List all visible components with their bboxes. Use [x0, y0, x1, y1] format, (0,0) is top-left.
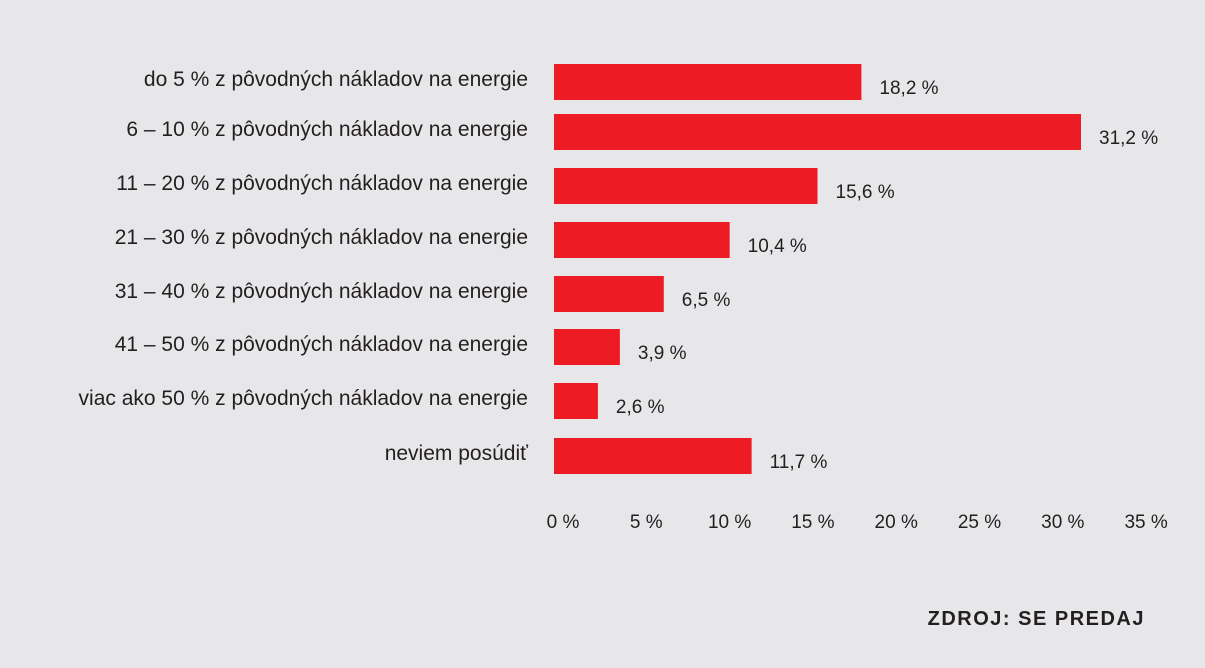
category-label: 31 – 40 % z pôvodných nákladov na energi…	[115, 280, 528, 303]
x-tick-label: 25 %	[958, 512, 1001, 533]
value-label: 15,6 %	[836, 182, 895, 203]
bar	[554, 329, 620, 365]
category-label: 21 – 30 % z pôvodných nákladov na energi…	[115, 226, 528, 249]
bar	[554, 222, 730, 258]
x-tick-label: 30 %	[1041, 512, 1084, 533]
bar	[554, 438, 752, 474]
category-label: 11 – 20 % z pôvodných nákladov na energi…	[116, 172, 528, 195]
bar	[554, 276, 664, 312]
x-tick-label: 15 %	[791, 512, 834, 533]
value-label: 18,2 %	[879, 78, 938, 99]
source-label: ZDROJ: SE PREDAJ	[927, 608, 1145, 630]
x-tick-label: 20 %	[875, 512, 918, 533]
bar	[554, 168, 818, 204]
value-label: 6,5 %	[682, 290, 731, 311]
bar	[554, 114, 1081, 150]
bar	[554, 383, 598, 419]
value-label: 3,9 %	[638, 343, 687, 364]
category-label: 6 – 10 % z pôvodných nákladov na energie	[126, 118, 528, 141]
value-label: 2,6 %	[616, 397, 665, 418]
value-label: 31,2 %	[1099, 128, 1158, 149]
category-label: viac ako 50 % z pôvodných nákladov na en…	[79, 387, 528, 410]
x-tick-label: 5 %	[630, 512, 663, 533]
value-label: 10,4 %	[748, 236, 807, 257]
x-tick-label: 0 %	[547, 512, 580, 533]
category-label: 41 – 50 % z pôvodných nákladov na energi…	[115, 333, 528, 356]
x-tick-label: 35 %	[1124, 512, 1167, 533]
value-label: 11,7 %	[770, 452, 828, 473]
bar	[554, 64, 862, 100]
category-label: neviem posúdiť	[385, 442, 529, 465]
category-label: do 5 % z pôvodných nákladov na energie	[144, 68, 528, 91]
x-tick-label: 10 %	[708, 512, 751, 533]
